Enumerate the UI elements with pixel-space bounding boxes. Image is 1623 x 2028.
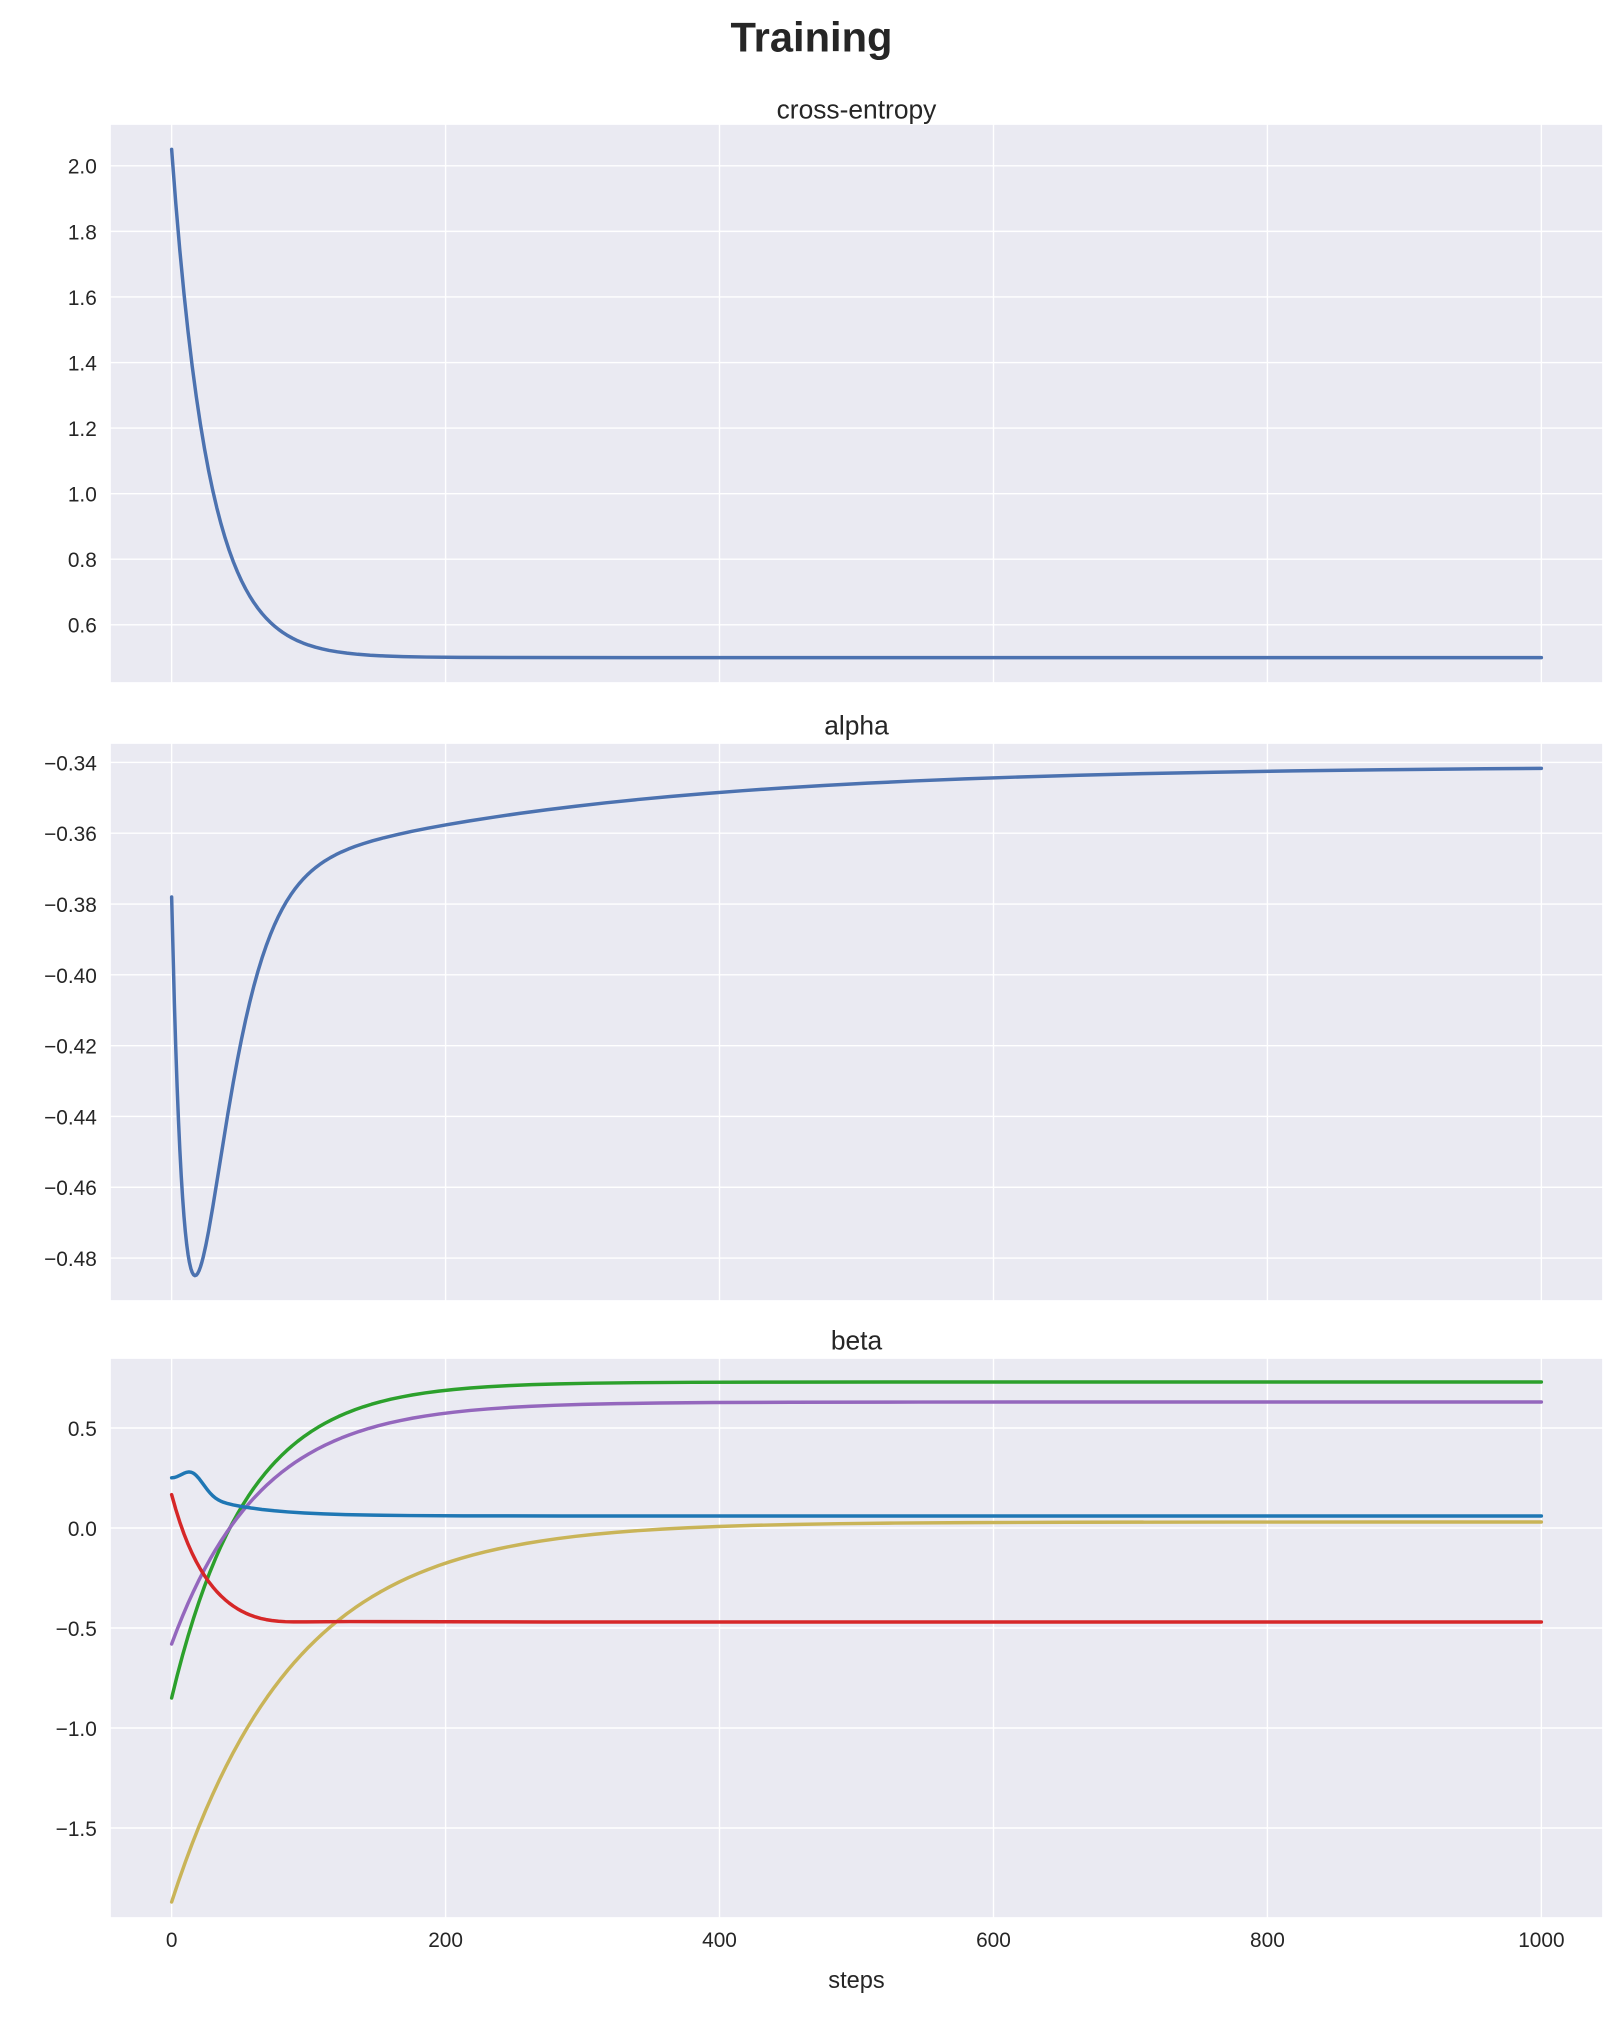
svg-text:cross-entropy: cross-entropy: [777, 95, 938, 125]
svg-text:−0.40: −0.40: [44, 965, 97, 988]
svg-text:−0.42: −0.42: [44, 1036, 97, 1059]
svg-text:−1.0: −1.0: [56, 1718, 97, 1741]
svg-text:1.8: 1.8: [68, 221, 97, 244]
svg-text:0.6: 0.6: [68, 615, 97, 638]
svg-text:0: 0: [166, 1929, 178, 1952]
svg-text:Training: Training: [730, 13, 892, 60]
svg-text:steps: steps: [828, 1968, 884, 1994]
svg-text:−0.34: −0.34: [44, 752, 97, 775]
svg-text:1000: 1000: [1518, 1929, 1564, 1952]
svg-text:600: 600: [976, 1929, 1011, 1952]
svg-text:1.2: 1.2: [68, 418, 97, 441]
svg-text:400: 400: [702, 1929, 737, 1952]
svg-text:1.0: 1.0: [68, 484, 97, 507]
svg-text:−1.5: −1.5: [56, 1818, 97, 1841]
svg-text:−0.5: −0.5: [56, 1618, 97, 1641]
svg-text:beta: beta: [831, 1326, 883, 1356]
svg-text:alpha: alpha: [824, 711, 889, 741]
svg-text:−0.48: −0.48: [44, 1248, 97, 1271]
svg-text:0.0: 0.0: [68, 1518, 97, 1541]
svg-text:0.5: 0.5: [68, 1418, 97, 1441]
svg-text:800: 800: [1250, 1929, 1285, 1952]
svg-text:−0.46: −0.46: [44, 1177, 97, 1200]
svg-text:1.4: 1.4: [68, 352, 97, 375]
svg-text:−0.44: −0.44: [44, 1106, 97, 1129]
svg-text:−0.36: −0.36: [44, 823, 97, 846]
svg-text:0.8: 0.8: [68, 549, 97, 572]
svg-text:2.0: 2.0: [68, 156, 97, 179]
svg-text:−0.38: −0.38: [44, 894, 97, 917]
svg-text:1.6: 1.6: [68, 287, 97, 310]
svg-text:200: 200: [428, 1929, 463, 1952]
